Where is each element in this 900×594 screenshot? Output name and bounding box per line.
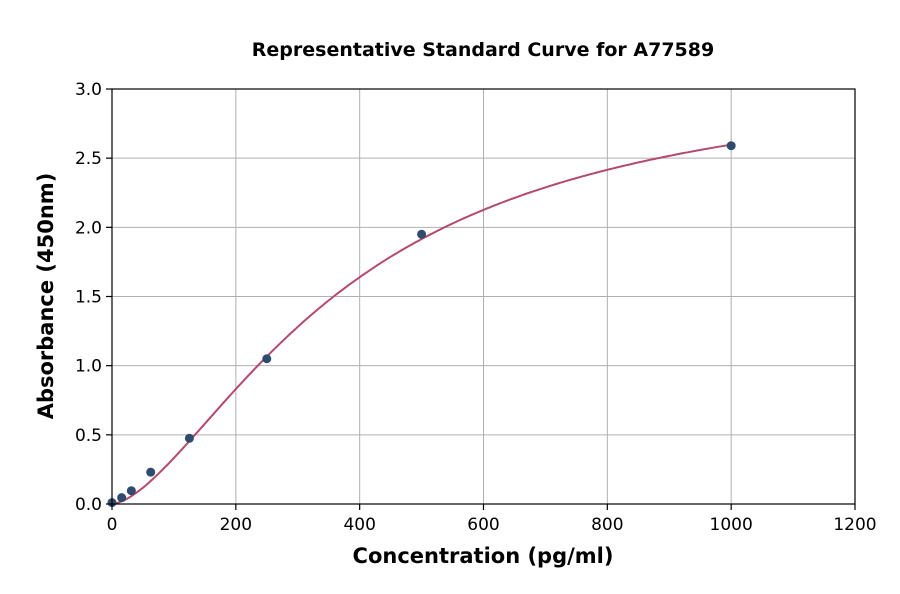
y-axis-label: Absorbance (450nm): [34, 173, 58, 420]
x-tick-label: 0: [107, 515, 118, 535]
data-point: [117, 493, 127, 503]
y-tick-label: 1.5: [75, 288, 102, 308]
x-tick-label: 400: [343, 515, 375, 535]
data-points: [107, 141, 736, 508]
y-tick-label: 3.0: [75, 80, 102, 100]
fit-curve: [111, 143, 732, 505]
x-tick-label: 600: [467, 515, 499, 535]
data-point: [726, 141, 736, 151]
chart-title: Representative Standard Curve for A77589: [252, 39, 714, 61]
data-point: [126, 486, 136, 496]
grid: [111, 88, 856, 505]
y-tick-label: 0.0: [75, 495, 102, 515]
data-point: [184, 433, 194, 443]
x-tick-label: 1000: [710, 515, 753, 535]
y-tick-label: 0.5: [75, 426, 102, 446]
fit-curve-group: [111, 143, 732, 505]
x-tick-label: 1200: [833, 515, 876, 535]
x-ticks: 0 200 400 600 800 1000 1200: [107, 504, 877, 535]
data-point: [262, 354, 272, 364]
x-tick-label: 800: [591, 515, 623, 535]
y-tick-label: 2.5: [75, 149, 102, 169]
y-ticks: 0.0 0.5 1.0 1.5 2.0 2.5 3.0: [75, 80, 112, 515]
x-tick-label: 200: [220, 515, 252, 535]
y-tick-label: 1.0: [75, 357, 102, 377]
data-point: [417, 229, 427, 239]
data-point: [146, 467, 156, 477]
y-tick-label: 2.0: [75, 218, 102, 238]
x-axis-label: Concentration (pg/ml): [353, 544, 614, 568]
